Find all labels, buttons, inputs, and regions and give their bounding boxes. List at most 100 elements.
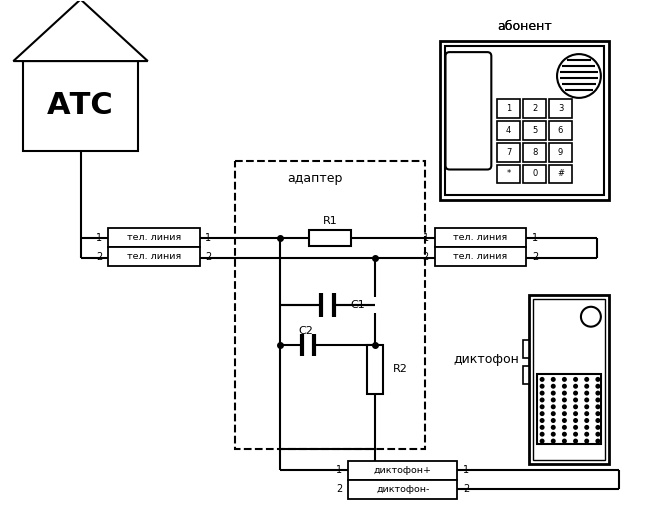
Circle shape bbox=[562, 439, 567, 444]
Circle shape bbox=[562, 418, 567, 423]
Circle shape bbox=[562, 425, 567, 430]
Bar bbox=[524, 121, 546, 140]
Circle shape bbox=[551, 418, 556, 423]
Circle shape bbox=[551, 432, 556, 437]
Bar bbox=[537, 374, 601, 444]
Text: АТС: АТС bbox=[47, 91, 114, 120]
Bar bbox=[497, 165, 520, 183]
Text: 1: 1 bbox=[96, 233, 102, 243]
Text: диктофон: диктофон bbox=[453, 353, 519, 366]
Text: 5: 5 bbox=[532, 126, 537, 135]
Bar bbox=[108, 228, 200, 247]
Circle shape bbox=[573, 384, 578, 389]
Circle shape bbox=[596, 377, 600, 382]
Bar bbox=[524, 340, 529, 357]
Text: абонент: абонент bbox=[497, 20, 551, 33]
Circle shape bbox=[573, 398, 578, 402]
Text: 8: 8 bbox=[532, 148, 537, 157]
Circle shape bbox=[584, 404, 589, 409]
Circle shape bbox=[584, 425, 589, 430]
Text: 2: 2 bbox=[532, 104, 537, 113]
Circle shape bbox=[551, 439, 556, 444]
Text: 2: 2 bbox=[532, 251, 538, 261]
Bar bbox=[444, 46, 604, 195]
Circle shape bbox=[573, 391, 578, 395]
Text: 0: 0 bbox=[532, 169, 537, 178]
Bar bbox=[549, 165, 572, 183]
Text: 2: 2 bbox=[206, 251, 212, 261]
Text: 6: 6 bbox=[558, 126, 563, 135]
Bar bbox=[497, 121, 520, 140]
Circle shape bbox=[551, 404, 556, 409]
Text: 2: 2 bbox=[463, 484, 469, 494]
Circle shape bbox=[551, 384, 556, 389]
Bar bbox=[497, 143, 520, 162]
Circle shape bbox=[596, 418, 600, 423]
FancyBboxPatch shape bbox=[446, 52, 491, 169]
Circle shape bbox=[584, 384, 589, 389]
Circle shape bbox=[551, 425, 556, 430]
Bar bbox=[367, 345, 383, 394]
Circle shape bbox=[584, 432, 589, 437]
Text: тел. линия: тел. линия bbox=[127, 233, 181, 242]
Polygon shape bbox=[13, 0, 148, 61]
Bar bbox=[497, 99, 520, 118]
Text: 1: 1 bbox=[463, 465, 469, 475]
Text: диктофон-: диктофон- bbox=[376, 485, 430, 494]
Text: 1: 1 bbox=[506, 104, 512, 113]
Circle shape bbox=[573, 404, 578, 409]
Bar bbox=[549, 121, 572, 140]
Circle shape bbox=[596, 425, 600, 430]
Bar bbox=[549, 99, 572, 118]
Circle shape bbox=[539, 425, 545, 430]
Text: C2: C2 bbox=[299, 326, 313, 336]
Text: R1: R1 bbox=[323, 216, 337, 226]
Circle shape bbox=[584, 398, 589, 402]
Circle shape bbox=[596, 411, 600, 416]
Circle shape bbox=[551, 398, 556, 402]
Circle shape bbox=[539, 377, 545, 382]
Circle shape bbox=[562, 384, 567, 389]
Circle shape bbox=[596, 384, 600, 389]
Text: 2: 2 bbox=[422, 251, 429, 261]
Circle shape bbox=[573, 411, 578, 416]
Circle shape bbox=[539, 439, 545, 444]
Circle shape bbox=[573, 432, 578, 437]
Bar bbox=[524, 143, 546, 162]
Circle shape bbox=[584, 439, 589, 444]
Circle shape bbox=[562, 404, 567, 409]
Text: 4: 4 bbox=[506, 126, 512, 135]
Text: R2: R2 bbox=[393, 364, 408, 374]
Text: 1: 1 bbox=[336, 465, 342, 475]
Circle shape bbox=[562, 398, 567, 402]
Text: 1: 1 bbox=[532, 233, 538, 243]
Circle shape bbox=[539, 384, 545, 389]
Circle shape bbox=[539, 391, 545, 395]
Circle shape bbox=[539, 398, 545, 402]
Bar bbox=[235, 161, 424, 449]
Bar bbox=[533, 299, 605, 460]
Text: 1: 1 bbox=[422, 233, 429, 243]
Text: #: # bbox=[557, 169, 564, 178]
Text: тел. линия: тел. линия bbox=[453, 233, 508, 242]
Text: 2: 2 bbox=[96, 251, 102, 261]
Circle shape bbox=[539, 418, 545, 423]
Bar bbox=[524, 99, 546, 118]
Circle shape bbox=[551, 391, 556, 395]
Bar bbox=[348, 461, 457, 480]
Bar bbox=[434, 228, 526, 247]
Text: адаптер: адаптер bbox=[288, 172, 343, 185]
Circle shape bbox=[562, 377, 567, 382]
Circle shape bbox=[596, 398, 600, 402]
Bar bbox=[440, 41, 609, 200]
Text: *: * bbox=[506, 169, 511, 178]
Bar bbox=[529, 295, 609, 464]
Bar bbox=[524, 366, 529, 384]
Circle shape bbox=[581, 307, 601, 327]
Circle shape bbox=[573, 439, 578, 444]
Bar bbox=[434, 247, 526, 266]
Circle shape bbox=[584, 411, 589, 416]
Bar bbox=[309, 230, 351, 246]
Bar bbox=[549, 143, 572, 162]
Circle shape bbox=[539, 432, 545, 437]
